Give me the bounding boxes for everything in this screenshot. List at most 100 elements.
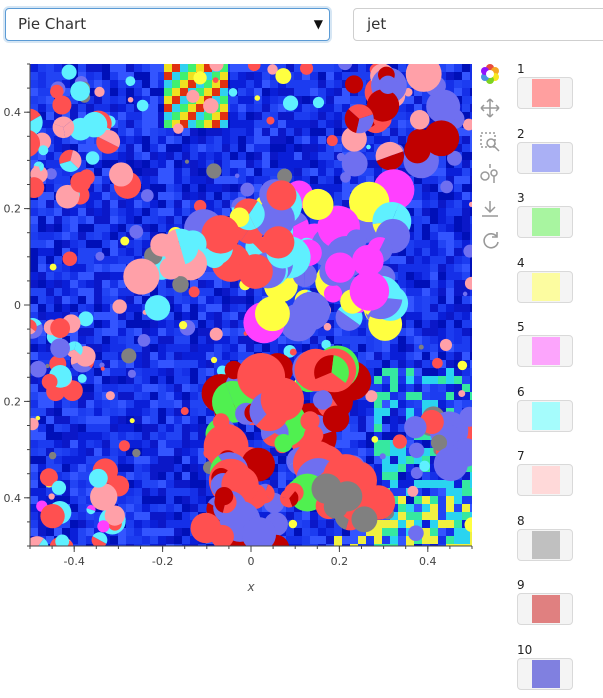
heatmap-cell (54, 440, 62, 448)
box-zoom-icon[interactable] (478, 130, 502, 154)
heatmap-cell (86, 400, 94, 408)
heatmap-cell (182, 432, 190, 440)
heatmap-cell (150, 544, 158, 546)
heatmap-cell (150, 528, 158, 536)
heatmap-cell (238, 80, 246, 88)
heatmap-cell (30, 104, 38, 112)
heatmap-cell (390, 264, 398, 272)
heatmap-cell (310, 104, 318, 112)
heatmap-cell (398, 520, 406, 528)
heatmap-cell (310, 216, 318, 224)
color-swatch-button[interactable] (517, 335, 573, 367)
pie-slice (97, 129, 121, 148)
plot-canvas[interactable]: -0.4 -0.2 0 0.2 0.40.40.200.20.4x (0, 55, 475, 600)
heatmap-cell (374, 168, 382, 176)
heatmap-cell (102, 432, 110, 440)
save-icon[interactable] (478, 197, 502, 221)
heatmap-cell (190, 480, 198, 488)
color-swatch-button[interactable] (517, 593, 573, 625)
heatmap-cell (134, 312, 142, 320)
pie-slice (38, 162, 44, 172)
heatmap-cell (366, 360, 374, 368)
heatmap-cell (46, 272, 54, 280)
heatmap-cell (230, 328, 238, 336)
hover-icon[interactable] (478, 162, 502, 186)
heatmap-cell (230, 312, 238, 320)
pie-glyph (440, 180, 454, 194)
heatmap-cell (230, 136, 238, 144)
color-swatch-button[interactable] (517, 270, 573, 303)
heatmap-cell (150, 472, 158, 480)
heatmap-cell (206, 544, 214, 546)
heatmap-cell (470, 480, 472, 488)
heatmap-cell (350, 408, 358, 416)
color-swatch-button[interactable] (517, 141, 573, 174)
colormap-input[interactable]: jet (353, 8, 603, 41)
heatmap-cell (150, 424, 158, 432)
heatmap-cell (150, 64, 158, 72)
heatmap-cell (38, 104, 46, 112)
heatmap-cell (158, 456, 166, 464)
heatmap-cell (430, 272, 438, 280)
heatmap-cell (438, 480, 446, 488)
pie-slice (240, 182, 255, 197)
heatmap-cell (78, 72, 86, 80)
heatmap-cell (190, 416, 198, 424)
x-tick-label: 0 (248, 555, 255, 568)
color-swatch-button[interactable] (517, 206, 573, 238)
heatmap-cell (30, 296, 38, 304)
heatmap-cell (182, 296, 190, 304)
heatmap-cell (54, 232, 62, 240)
heatmap-cell (182, 376, 190, 384)
color-swatch-button[interactable] (517, 464, 573, 496)
heatmap-cell (358, 352, 366, 360)
heatmap-cell (470, 192, 472, 200)
heatmap-cell (470, 544, 472, 546)
swatch-color (532, 466, 560, 494)
heatmap-cell (78, 424, 86, 432)
heatmap-cell (190, 376, 198, 384)
color-swatch-button[interactable] (517, 399, 573, 432)
heatmap-cell (214, 312, 222, 320)
heatmap-cell (278, 88, 286, 96)
pan-icon[interactable] (478, 96, 502, 120)
reset-icon[interactable] (478, 228, 502, 252)
heatmap-cell (238, 64, 246, 72)
heatmap-cell (246, 176, 254, 184)
pie-slice (312, 96, 325, 109)
heatmap-cell (190, 136, 198, 144)
heatmap-cell (206, 320, 214, 328)
heatmap-cell (174, 176, 182, 184)
heatmap-cell (150, 200, 158, 208)
heatmap-cell (78, 544, 86, 546)
heatmap-cell (118, 376, 126, 384)
heatmap-cell (102, 168, 110, 176)
heatmap-cell (254, 424, 262, 432)
heatmap-cell (310, 80, 318, 88)
heatmap-cell (78, 416, 86, 424)
color-swatch-button[interactable] (517, 77, 573, 109)
heatmap-cell (86, 200, 94, 208)
color-swatch-button[interactable] (517, 657, 573, 690)
heatmap-cell (38, 248, 46, 256)
heatmap-cell (302, 176, 310, 184)
heatmap-cell (166, 496, 174, 504)
heatmap-cell (470, 488, 472, 496)
heatmap-cell (438, 504, 446, 512)
heatmap-cell (86, 248, 94, 256)
heatmap-cell (350, 336, 358, 344)
heatmap-cell (46, 256, 54, 264)
heatmap-cell (126, 288, 134, 296)
heatmap-cell (150, 392, 158, 400)
color-swatch-button[interactable] (517, 528, 573, 561)
heatmap-cell (38, 312, 46, 320)
heatmap-cell (54, 136, 62, 144)
heatmap-cell (406, 392, 414, 400)
heatmap-cell (134, 320, 142, 328)
chart-type-select[interactable]: Pie Chart ▼ (5, 8, 330, 41)
heatmap-cell (446, 192, 454, 200)
chart-type-value: Pie Chart (18, 15, 87, 33)
heatmap-cell (30, 496, 38, 504)
bokeh-logo-icon[interactable] (478, 62, 502, 86)
heatmap-cell (238, 304, 246, 312)
